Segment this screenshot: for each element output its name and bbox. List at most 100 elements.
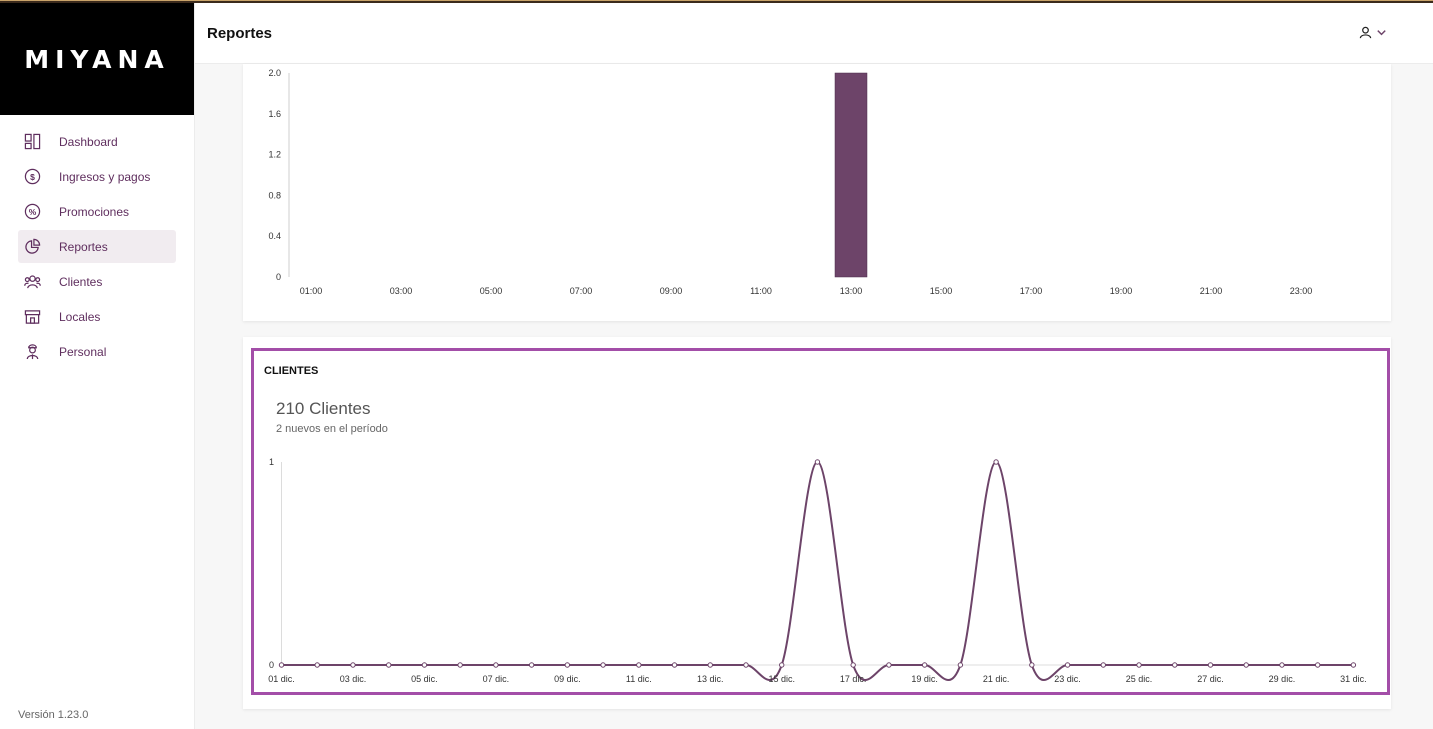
data-point: [351, 663, 355, 667]
data-point: [851, 663, 855, 667]
x-tick-label: 23 dic.: [1054, 674, 1081, 684]
x-tick-label: 15 dic.: [768, 674, 795, 684]
x-tick-label: 01:00: [300, 286, 323, 296]
data-point: [315, 663, 319, 667]
x-tick-label: 23:00: [1290, 286, 1313, 296]
x-tick-label: 31 dic.: [1340, 674, 1367, 684]
data-point: [565, 663, 569, 667]
data-point: [958, 663, 962, 667]
data-point: [1173, 663, 1177, 667]
data-point: [1315, 663, 1319, 667]
data-point: [1351, 663, 1355, 667]
x-tick-label: 13 dic.: [697, 674, 724, 684]
x-tick-label: 21 dic.: [983, 674, 1010, 684]
data-point: [458, 663, 462, 667]
chevron-down-icon: [1375, 26, 1388, 39]
data-point: [887, 663, 891, 667]
x-tick-label: 03 dic.: [340, 674, 367, 684]
data-point: [1137, 663, 1141, 667]
x-tick-label: 21:00: [1200, 286, 1223, 296]
y-tick-label: 0.4: [268, 231, 281, 241]
bar: [835, 73, 867, 277]
x-tick-label: 29 dic.: [1269, 674, 1296, 684]
svg-text:%: %: [29, 207, 37, 217]
data-point: [1101, 663, 1105, 667]
data-point: [815, 460, 819, 464]
page-header: Reportes: [195, 3, 1433, 64]
data-point: [922, 663, 926, 667]
data-point: [1244, 663, 1248, 667]
sidebar-item-label: Personal: [59, 345, 106, 359]
y-tick-label: 0.8: [268, 190, 281, 200]
x-tick-label: 17 dic.: [840, 674, 867, 684]
sidebar-item-label: Ingresos y pagos: [59, 170, 150, 184]
y-tick-label: 1.2: [268, 150, 281, 160]
x-tick-label: 11:00: [750, 286, 772, 296]
x-tick-label: 09 dic.: [554, 674, 581, 684]
sidebar-item-personal[interactable]: Personal: [18, 335, 176, 368]
x-tick-label: 27 dic.: [1197, 674, 1224, 684]
data-point: [1280, 663, 1284, 667]
data-point: [1065, 663, 1069, 667]
x-tick-label: 17:00: [1020, 286, 1043, 296]
sidebar: MIYANA Dashboard $ Ingresos y pagos % Pr…: [0, 3, 195, 729]
sidebar-nav: Dashboard $ Ingresos y pagos % Promocion…: [0, 125, 194, 368]
sidebar-item-reportes[interactable]: Reportes: [18, 230, 176, 263]
data-point: [422, 663, 426, 667]
hourly-bar-chart: 0 0.4 0.8 1.2 1.6 2.0 01:00 03:00 05:00 07:00 09:0…: [243, 64, 1391, 321]
sidebar-item-ingresos[interactable]: $ Ingresos y pagos: [18, 160, 176, 193]
sidebar-item-label: Locales: [59, 310, 100, 324]
data-point: [494, 663, 498, 667]
sidebar-item-label: Clientes: [59, 275, 102, 289]
y-tick-label: 1.6: [268, 109, 281, 119]
logo: MIYANA: [0, 3, 194, 115]
clients-card: CLIENTES 210 Clientes 2 nuevos en el per…: [243, 337, 1391, 709]
sidebar-item-label: Promociones: [59, 205, 129, 219]
x-tick-label: 09:00: [660, 286, 683, 296]
staff-icon: [24, 343, 41, 360]
percent-icon: %: [24, 203, 41, 220]
data-point: [279, 663, 283, 667]
svg-text:$: $: [30, 172, 35, 182]
x-tick-label: 19 dic.: [911, 674, 938, 684]
x-tick-label: 07:00: [570, 286, 593, 296]
sidebar-item-clientes[interactable]: Clientes: [18, 265, 176, 298]
x-tick-label: 05 dic.: [411, 674, 438, 684]
x-tick-label: 05:00: [480, 286, 503, 296]
y-tick-label: 1: [269, 457, 274, 467]
dollar-icon: $: [24, 168, 41, 185]
pie-chart-icon: [24, 238, 41, 255]
dashboard-icon: [24, 133, 41, 150]
data-point: [601, 663, 605, 667]
sidebar-item-locales[interactable]: Locales: [18, 300, 176, 333]
series-line: [282, 462, 1354, 680]
user-menu[interactable]: [1359, 26, 1388, 39]
user-icon: [1359, 26, 1372, 39]
data-point: [386, 663, 390, 667]
sidebar-item-label: Dashboard: [59, 135, 118, 149]
y-tick-label: 0: [269, 660, 274, 670]
store-icon: [24, 308, 41, 325]
clients-line-chart: 0 1 01 dic. 03 dic. 05 dic. 07 dic. 09 dic. 11 …: [243, 337, 1391, 709]
sidebar-item-promociones[interactable]: % Promociones: [18, 195, 176, 228]
hourly-chart-card: 0 0.4 0.8 1.2 1.6 2.0 01:00 03:00 05:00 07:00 09:0…: [243, 64, 1391, 321]
data-point: [529, 663, 533, 667]
data-point: [708, 663, 712, 667]
x-tick-label: 19:00: [1110, 286, 1133, 296]
data-point: [994, 460, 998, 464]
x-tick-label: 01 dic.: [268, 674, 295, 684]
page-title: Reportes: [207, 25, 272, 42]
data-point: [1208, 663, 1212, 667]
y-tick-label: 2.0: [268, 68, 281, 78]
y-tick-label: 0: [276, 272, 281, 282]
users-icon: [24, 273, 41, 290]
data-point: [672, 663, 676, 667]
sidebar-item-dashboard[interactable]: Dashboard: [18, 125, 176, 158]
app-version: Versión 1.23.0: [18, 709, 88, 721]
x-tick-label: 11 dic.: [626, 674, 652, 684]
x-tick-label: 03:00: [390, 286, 413, 296]
x-tick-label: 25 dic.: [1126, 674, 1153, 684]
data-point: [744, 663, 748, 667]
data-point: [637, 663, 641, 667]
x-tick-label: 07 dic.: [483, 674, 510, 684]
